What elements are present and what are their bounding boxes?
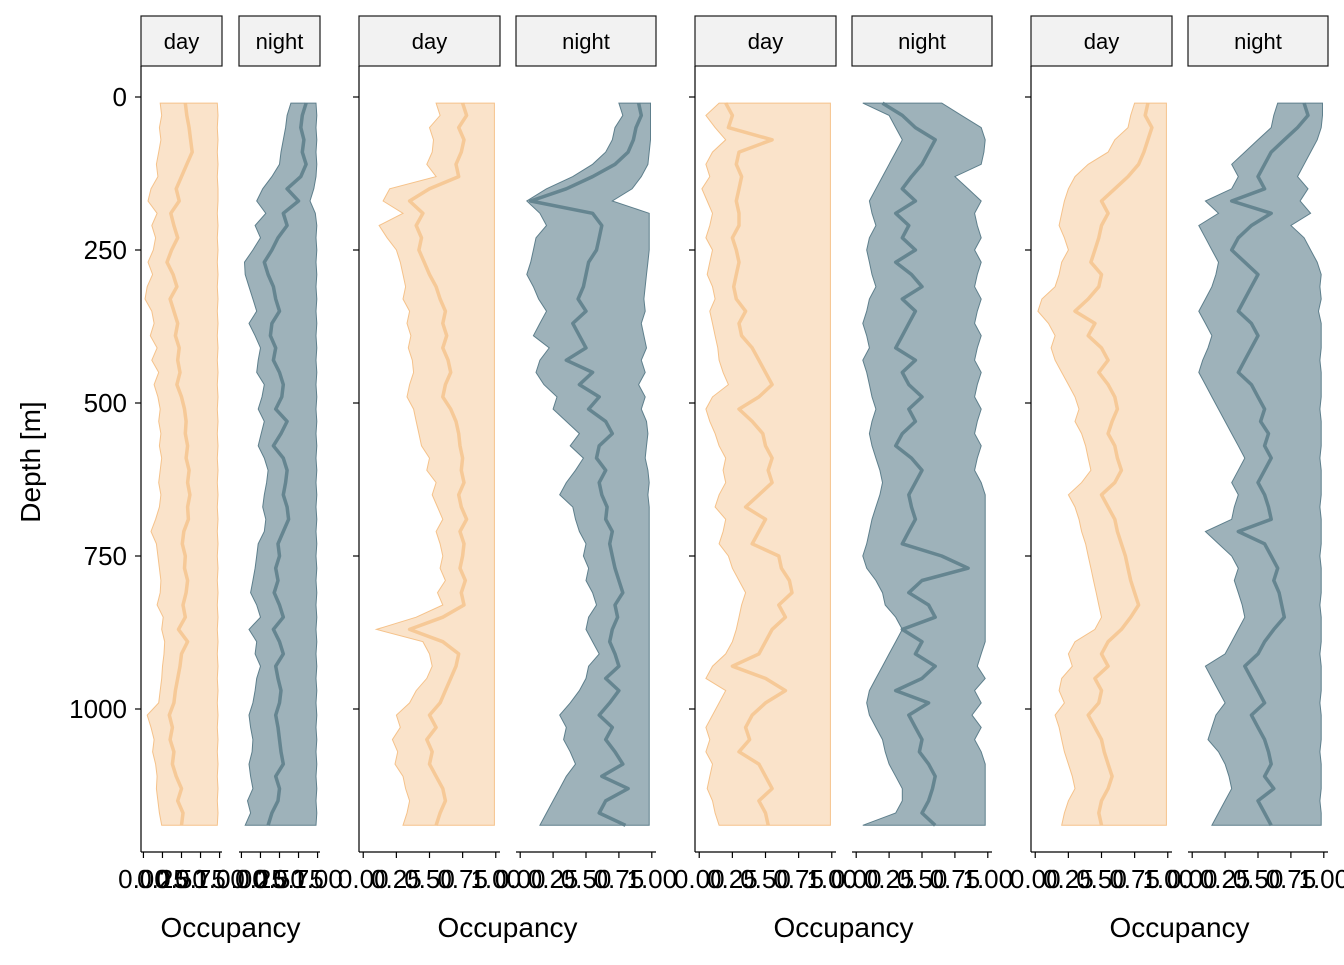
x-tick-label: 0.00 — [495, 864, 546, 894]
x-tick-label: 1.00 — [962, 864, 1013, 894]
x-axis-title: Occupancy — [160, 912, 300, 943]
x-tick-label: 0.00 — [216, 864, 267, 894]
strip-day-background — [1030, 15, 1173, 67]
strip-day-background — [358, 15, 501, 67]
day-ribbon — [1037, 102, 1167, 826]
x-tick-label: 0.50 — [254, 864, 305, 894]
x-tick-label: 1.00 — [806, 864, 857, 894]
strip-day-label: day — [412, 29, 447, 54]
x-tick-label: 0.00 — [118, 864, 169, 894]
x-axis-title: Occupancy — [437, 912, 577, 943]
x-tick-label: 0.75 — [594, 864, 645, 894]
night-median-line — [528, 102, 644, 827]
y-tick-label: 0 — [113, 82, 127, 112]
facet-group-4: day0.000.250.500.751.00night0.000.250.50… — [1010, 15, 1344, 943]
x-tick-label: 1.00 — [470, 864, 521, 894]
panel-night: night 0.000.250.500.751.00 — [831, 15, 1013, 894]
x-tick-label: 0.25 — [528, 864, 579, 894]
night-ribbon — [1198, 102, 1323, 826]
x-tick-label: 0.75 — [437, 864, 488, 894]
x-tick-label: 0.75 — [930, 864, 981, 894]
x-tick-label: 0.25 — [1200, 864, 1251, 894]
day-ribbon — [374, 102, 495, 826]
x-tick-label: 1.00 — [1298, 864, 1344, 894]
panel-day: day 0.000.250.500.751.00 — [338, 15, 521, 894]
y-axis-title-group: Depth [m] — [15, 401, 46, 522]
y-axis-title: Depth [m] — [15, 401, 46, 522]
x-tick-label: 0.50 — [156, 864, 207, 894]
night-ribbon — [862, 102, 986, 826]
facet-group-1: day0.000.250.500.751.00night0.000.250.50… — [69, 15, 343, 943]
y-tick-label: 500 — [84, 388, 127, 418]
night-ribbon — [525, 102, 651, 826]
x-tick-label: 0.50 — [1076, 864, 1127, 894]
x-tick-label: 1.00 — [194, 864, 245, 894]
x-tick-label: 0.25 — [864, 864, 915, 894]
x-tick-label: 1.00 — [292, 864, 343, 894]
y-tick-label: 750 — [84, 541, 127, 571]
x-tick-label: 0.00 — [338, 864, 389, 894]
strip-day-label: day — [1084, 29, 1119, 54]
strip-night-background — [238, 15, 321, 67]
day-median-line — [165, 102, 194, 826]
x-tick-label: 0.25 — [371, 864, 422, 894]
strip-night-label: night — [562, 29, 610, 54]
strip-night-background — [851, 15, 993, 67]
night-median-line — [881, 101, 970, 827]
x-tick-label: 0.75 — [773, 864, 824, 894]
strip-night-label: night — [1234, 29, 1282, 54]
panels-layer: day0.000.250.500.751.00night0.000.250.50… — [69, 15, 1344, 943]
panel-night: night 0.000.250.500.751.00 — [216, 15, 343, 894]
night-median-line — [262, 102, 308, 826]
x-axis-title: Occupancy — [1109, 912, 1249, 943]
strip-day-label: day — [748, 29, 783, 54]
x-tick-label: 0.75 — [273, 864, 324, 894]
x-tick-label: 0.50 — [561, 864, 612, 894]
panel-day: day 0.000.250.500.751.00 — [1010, 15, 1193, 894]
night-ribbon — [243, 102, 318, 826]
x-tick-label: 0.00 — [831, 864, 882, 894]
day-median-line — [1073, 102, 1154, 826]
x-tick-label: 0.50 — [740, 864, 791, 894]
day-ribbon — [701, 102, 831, 826]
x-tick-label: 0.00 — [674, 864, 725, 894]
strip-day-background — [140, 15, 223, 67]
day-ribbon — [144, 102, 219, 826]
strip-night-label: night — [256, 29, 304, 54]
day-median-line — [724, 102, 794, 826]
day-median-line — [407, 102, 469, 826]
strip-night-background — [515, 15, 657, 67]
x-tick-label: 0.25 — [1043, 864, 1094, 894]
panel-day: day 0.000.250.500.751.00 — [674, 15, 857, 894]
x-tick-label: 0.25 — [137, 864, 188, 894]
y-tick-label: 1000 — [69, 694, 127, 724]
x-tick-label: 1.00 — [1142, 864, 1193, 894]
panel-night: night 0.000.250.500.751.00 — [495, 15, 677, 894]
strip-night-background — [1187, 15, 1329, 67]
x-axis-title: Occupancy — [773, 912, 913, 943]
panel-day: day 0.000.250.500.751.00 — [118, 15, 245, 894]
x-tick-label: 0.25 — [707, 864, 758, 894]
x-tick-label: 0.75 — [1266, 864, 1317, 894]
strip-day-background — [694, 15, 837, 67]
x-tick-label: 0.00 — [1167, 864, 1218, 894]
x-tick-label: 0.75 — [175, 864, 226, 894]
x-tick-label: 0.75 — [1109, 864, 1160, 894]
x-tick-label: 0.25 — [235, 864, 286, 894]
x-tick-label: 0.00 — [1010, 864, 1061, 894]
x-tick-label: 1.00 — [626, 864, 677, 894]
x-tick-label: 0.50 — [404, 864, 455, 894]
facet-group-3: day0.000.250.500.751.00night0.000.250.50… — [674, 15, 1013, 943]
y-tick-label: 250 — [84, 235, 127, 265]
x-tick-label: 0.50 — [897, 864, 948, 894]
facet-group-2: day0.000.250.500.751.00night0.000.250.50… — [338, 15, 677, 943]
x-tick-label: 0.50 — [1233, 864, 1284, 894]
panel-night: night 0.000.250.500.751.00 — [1167, 15, 1344, 894]
strip-day-label: day — [164, 29, 199, 54]
strip-night-label: night — [898, 29, 946, 54]
night-median-line — [1229, 102, 1310, 827]
